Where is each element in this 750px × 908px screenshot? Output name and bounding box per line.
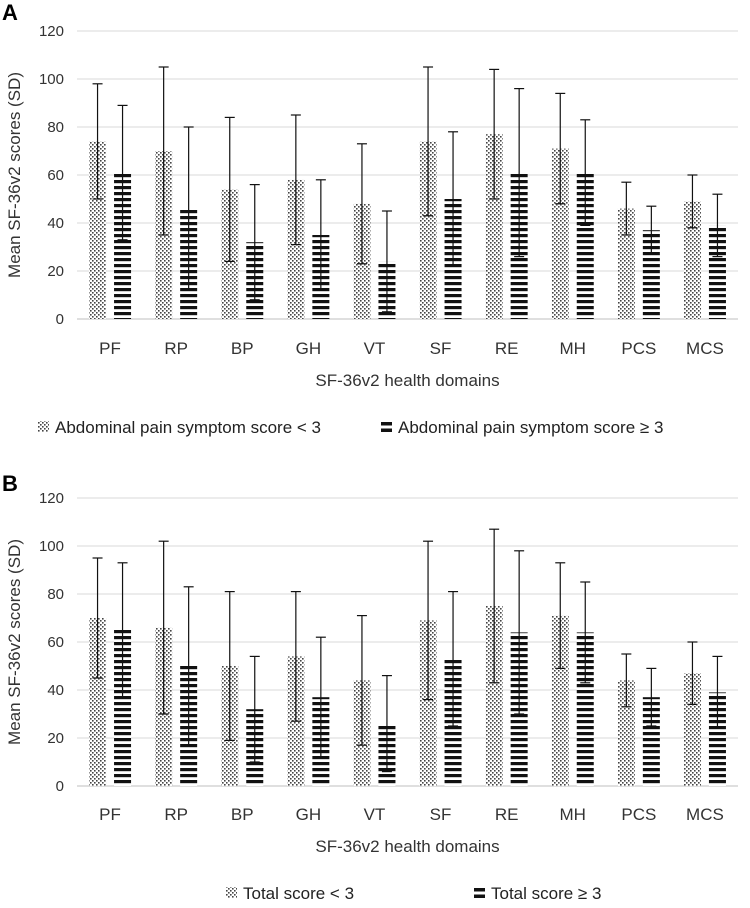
x-tick-label: BP [231, 339, 254, 358]
bar-mcs-series-1 [683, 673, 701, 786]
x-tick-label: MCS [686, 805, 724, 824]
x-tick-label: PCS [621, 339, 656, 358]
x-tick-label: RP [164, 339, 188, 358]
bar-re-series-1 [485, 606, 503, 786]
chart-panel-a: A 0 20 40 60 80 100 120 Mean SF-36v2 scores (SD)… [2, 0, 738, 437]
x-tick-label: MH [560, 805, 586, 824]
y-axis-title: Mean SF-36v2 scores (SD) [5, 539, 24, 745]
bar-pf-series-2 [114, 172, 132, 319]
x-tick-label: BP [231, 805, 254, 824]
x-tick-label: MCS [686, 339, 724, 358]
legend-swatch-stripes [474, 894, 485, 898]
x-tick-label: RE [495, 805, 519, 824]
x-axis-title: SF-36v2 health domains [315, 837, 499, 856]
bar-sf-series-1 [419, 141, 437, 319]
y-tick-label: 120 [39, 490, 64, 507]
y-tick-label: 20 [47, 263, 64, 280]
y-tick-label: 100 [39, 71, 64, 88]
x-axis-title: SF-36v2 health domains [315, 371, 499, 390]
x-tick-label: PF [99, 805, 121, 824]
x-tick-label: MH [560, 339, 586, 358]
bar-mcs-series-2 [708, 692, 726, 786]
bar-pcs-series-2 [642, 230, 660, 319]
legend-label: Abdominal pain symptom score < 3 [55, 418, 321, 437]
bar-pf-series-2 [114, 630, 132, 786]
y-tick-label: 60 [47, 167, 64, 184]
x-tick-label: PF [99, 339, 121, 358]
bar-re-series-1 [485, 134, 503, 319]
bar-mh-series-1 [551, 615, 569, 786]
x-tick-label: GH [296, 805, 322, 824]
bar-pf-series-1 [89, 618, 107, 786]
y-tick-label: 60 [47, 634, 64, 651]
y-axis-title: Mean SF-36v2 scores (SD) [5, 72, 24, 278]
panel-label: A [2, 0, 18, 25]
legend-swatch-stripes [474, 888, 485, 892]
bar-pcs-series-1 [617, 208, 635, 319]
y-tick-label: 20 [47, 730, 64, 747]
bar-mh-series-1 [551, 148, 569, 319]
legend-swatch-dots [226, 887, 237, 898]
x-tick-label: RP [164, 805, 188, 824]
x-tick-label: SF [430, 805, 452, 824]
y-tick-label: 80 [47, 586, 64, 603]
x-tick-label: PCS [621, 805, 656, 824]
legend-label: Total score < 3 [243, 884, 354, 903]
bar-pcs-series-2 [642, 697, 660, 786]
bar-mcs-series-1 [683, 201, 701, 319]
chart-panel-b: B 0 20 40 60 80 100 120 Mean SF-36v2 scores (SD)… [2, 471, 738, 903]
y-tick-label: 120 [39, 23, 64, 40]
legend-swatch-stripes [381, 422, 392, 426]
x-tick-label: GH [296, 339, 322, 358]
y-tick-label: 0 [56, 778, 64, 795]
bar-gh-series-1 [287, 179, 305, 319]
y-tick-label: 80 [47, 119, 64, 136]
legend-label: Abdominal pain symptom score ≥ 3 [398, 418, 663, 437]
x-tick-label: RE [495, 339, 519, 358]
y-tick-label: 100 [39, 538, 64, 555]
y-tick-label: 40 [47, 215, 64, 232]
panel-label: B [2, 471, 18, 496]
legend-swatch-dots [38, 421, 49, 432]
y-tick-label: 0 [56, 311, 64, 328]
bar-sf-series-1 [419, 620, 437, 786]
bar-mh-series-2 [576, 632, 594, 786]
legend-swatch-stripes [381, 428, 392, 432]
bar-mcs-series-2 [708, 225, 726, 319]
y-tick-label: 40 [47, 682, 64, 699]
legend-label: Total score ≥ 3 [491, 884, 601, 903]
x-tick-label: VT [364, 339, 386, 358]
bar-mh-series-2 [576, 172, 594, 319]
bar-pf-series-1 [89, 141, 107, 319]
x-tick-label: VT [364, 805, 386, 824]
x-tick-label: SF [430, 339, 452, 358]
